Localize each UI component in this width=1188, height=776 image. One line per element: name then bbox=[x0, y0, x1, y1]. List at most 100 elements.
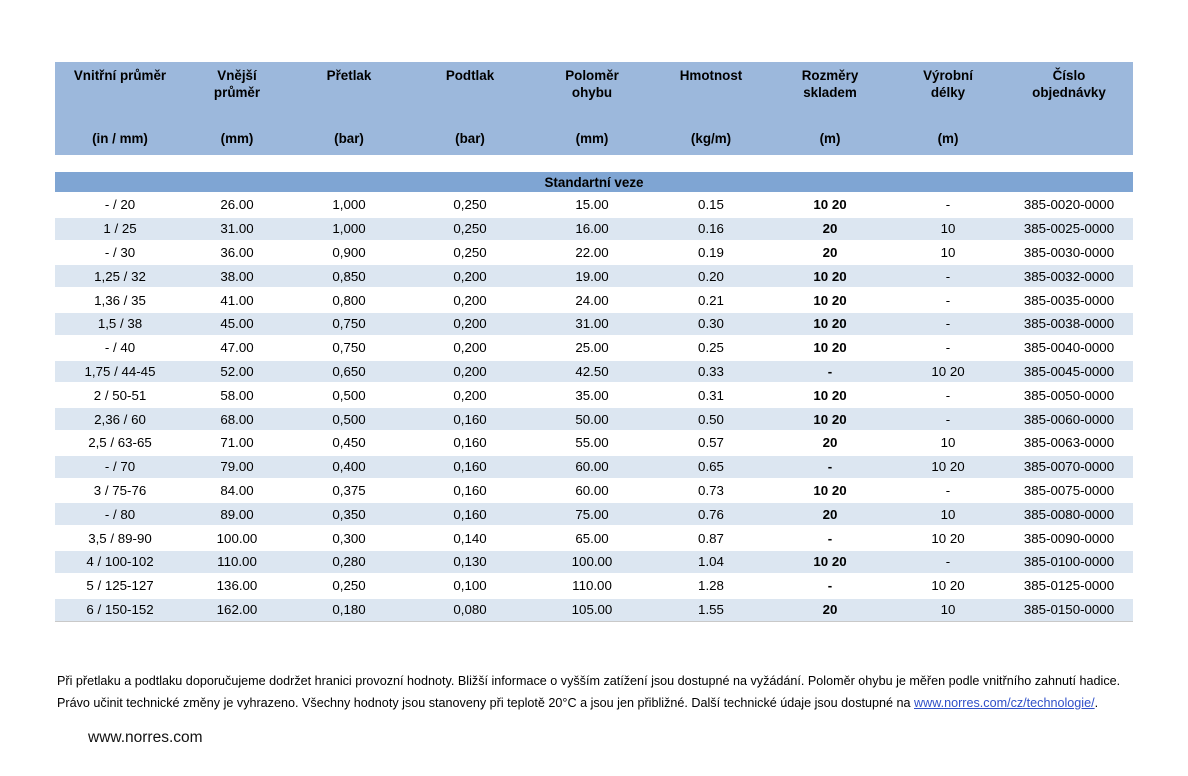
table-row: 4 / 100-102 110.00 0,280 0,130 100.00 1.04 10 … bbox=[55, 548, 1133, 574]
table-cell: 68.00 bbox=[185, 406, 289, 431]
table-cell: 20 bbox=[769, 239, 891, 265]
table-cell: 0.15 bbox=[653, 192, 769, 217]
table-cell: 1.28 bbox=[653, 572, 769, 598]
table-cell: 1,000 bbox=[289, 192, 409, 217]
table-row: - / 70 79.00 0,400 0,160 60.00 0.65-10 20 385-… bbox=[55, 453, 1133, 479]
table-cell: 20 bbox=[769, 429, 891, 455]
table-cell: 16.00 bbox=[531, 215, 653, 241]
table-cell: 385-0075-0000 bbox=[1005, 477, 1133, 503]
table-cell: 10 bbox=[891, 429, 1005, 455]
table-row: 5 / 125-127 136.00 0,250 0,100 110.00 1.28-10… bbox=[55, 572, 1133, 598]
table-cell: 0,300 bbox=[289, 525, 409, 550]
table-cell: 10 20 bbox=[891, 525, 1005, 550]
table-cell: 0,100 bbox=[409, 572, 531, 598]
table-cell: 5 / 125-127 bbox=[55, 572, 185, 598]
column-header-4: Podtlak (bar) bbox=[409, 62, 531, 155]
table-cell: - bbox=[769, 572, 891, 598]
table-cell: - / 40 bbox=[55, 334, 185, 360]
table-cell: 10 bbox=[891, 596, 1005, 622]
table-cell: 0,140 bbox=[409, 525, 531, 550]
table-cell: 31.00 bbox=[185, 215, 289, 241]
table-cell: 385-0060-0000 bbox=[1005, 406, 1133, 431]
table-row: - / 80 89.00 0,350 0,160 75.00 0.76 20 10 385-00… bbox=[55, 501, 1133, 527]
table-cell: - bbox=[769, 525, 891, 550]
table-cell: - bbox=[891, 287, 1005, 312]
table-cell: 0,400 bbox=[289, 453, 409, 479]
table-cell: 6 / 150-152 bbox=[55, 596, 185, 622]
table-cell: 0.19 bbox=[653, 239, 769, 265]
table-cell: 0.57 bbox=[653, 429, 769, 455]
table-cell: 3 / 75-76 bbox=[55, 477, 185, 503]
table-cell: 0,200 bbox=[409, 334, 531, 360]
table-cell: 0,350 bbox=[289, 501, 409, 527]
column-header-3: Přetlak (bar) bbox=[289, 62, 409, 155]
table-cell: 2 / 50-51 bbox=[55, 382, 185, 408]
column-header-9: Číslo objednávky bbox=[1005, 62, 1133, 155]
table-cell: 1,25 / 32 bbox=[55, 263, 185, 289]
table-cell: 10 20 bbox=[769, 263, 891, 289]
table-cell: 0,250 bbox=[409, 192, 531, 217]
table-cell: 10 bbox=[891, 239, 1005, 265]
table-cell: 25.00 bbox=[531, 334, 653, 360]
table-cell: 110.00 bbox=[531, 572, 653, 598]
table-cell: 0,450 bbox=[289, 429, 409, 455]
table-cell: 385-0020-0000 bbox=[1005, 192, 1133, 217]
table-cell: - / 70 bbox=[55, 453, 185, 479]
table-cell: 0,650 bbox=[289, 358, 409, 384]
column-header-2: Vnější průměr (mm) bbox=[185, 62, 289, 155]
table-row: 1 / 25 31.00 1,000 0,250 16.00 0.16 20 10 385-00… bbox=[55, 215, 1133, 241]
table-cell: 10 20 bbox=[769, 382, 891, 408]
table-cell: 105.00 bbox=[531, 596, 653, 622]
table-row: - / 40 47.00 0,750 0,200 25.00 0.25 10 20-385-… bbox=[55, 334, 1133, 360]
table-cell: 0,160 bbox=[409, 501, 531, 527]
table-cell: 52.00 bbox=[185, 358, 289, 384]
table-cell: 385-0080-0000 bbox=[1005, 501, 1133, 527]
table-cell: 20 bbox=[769, 215, 891, 241]
table-cell: 10 20 bbox=[769, 192, 891, 217]
header-gap bbox=[55, 155, 1133, 172]
table-cell: 110.00 bbox=[185, 548, 289, 574]
table-cell: 385-0040-0000 bbox=[1005, 334, 1133, 360]
table-cell: 24.00 bbox=[531, 287, 653, 312]
table-cell: 0,800 bbox=[289, 287, 409, 312]
table-cell: 0,200 bbox=[409, 310, 531, 336]
norres-website-text: www.norres.com bbox=[88, 729, 203, 746]
table-row: 2 / 50-51 58.00 0,500 0,200 35.00 0.31 10 20-3… bbox=[55, 382, 1133, 408]
table-row: 1,5 / 38 45.00 0,750 0,200 31.00 0.30 10 20-38… bbox=[55, 310, 1133, 336]
table-cell: 385-0063-0000 bbox=[1005, 429, 1133, 455]
table-cell: 36.00 bbox=[185, 239, 289, 265]
table-cell: 385-0070-0000 bbox=[1005, 453, 1133, 479]
table-cell: 0.73 bbox=[653, 477, 769, 503]
table-cell: 0,200 bbox=[409, 263, 531, 289]
table-cell: 0,280 bbox=[289, 548, 409, 574]
table-cell: 385-0038-0000 bbox=[1005, 310, 1133, 336]
table-cell: 0,200 bbox=[409, 358, 531, 384]
table-cell: 47.00 bbox=[185, 334, 289, 360]
table-cell: - bbox=[769, 453, 891, 479]
table-cell: 385-0032-0000 bbox=[1005, 263, 1133, 289]
table-cell: 1.04 bbox=[653, 548, 769, 574]
table-cell: 0,160 bbox=[409, 477, 531, 503]
table-cell: 84.00 bbox=[185, 477, 289, 503]
table-cell: 385-0025-0000 bbox=[1005, 215, 1133, 241]
technology-link[interactable]: www.norres.com/cz/technologie/ bbox=[914, 695, 1095, 710]
table-cell: 10 20 bbox=[769, 287, 891, 312]
table-cell: 0,200 bbox=[409, 382, 531, 408]
table-cell: 1,75 / 44-45 bbox=[55, 358, 185, 384]
table-cell: 41.00 bbox=[185, 287, 289, 312]
table-row: 1,25 / 32 38.00 0,850 0,200 19.00 0.20 10 20-3… bbox=[55, 263, 1133, 289]
table-cell: 0,160 bbox=[409, 453, 531, 479]
table-cell: 0,200 bbox=[409, 287, 531, 312]
table-row: - / 30 36.00 0,900 0,250 22.00 0.19 20 10 385-00… bbox=[55, 239, 1133, 265]
table-cell: 58.00 bbox=[185, 382, 289, 408]
table-cell: 0,750 bbox=[289, 334, 409, 360]
table-cell: 385-0100-0000 bbox=[1005, 548, 1133, 574]
table-cell: 1.55 bbox=[653, 596, 769, 622]
table-cell: 10 20 bbox=[769, 548, 891, 574]
table-cell: 10 20 bbox=[891, 453, 1005, 479]
table-cell: - bbox=[891, 477, 1005, 503]
table-cell: - / 20 bbox=[55, 192, 185, 217]
table-cell: 0,250 bbox=[409, 215, 531, 241]
table-cell: - bbox=[891, 334, 1005, 360]
hose-spec-table: Vnitřní průměr (in / mm) Vnější průměr (mm)… bbox=[55, 62, 1133, 622]
